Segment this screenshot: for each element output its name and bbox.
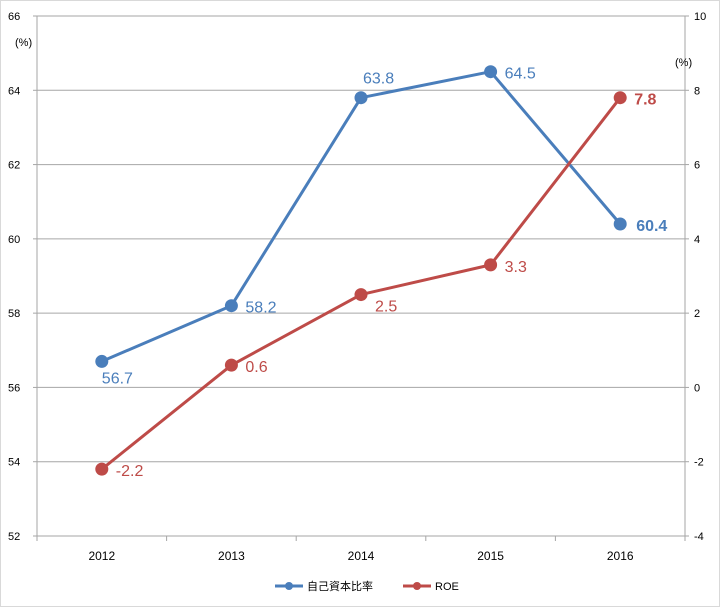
left-tick-label: 60 [8,234,20,246]
data-label: 63.8 [363,71,394,88]
gridlines [37,15,685,537]
left-tick-label: 52 [8,531,20,543]
series-line [100,96,622,471]
legend: 自己資本比率 ROE [275,579,459,593]
data-point [613,91,627,105]
data-label: 58.2 [245,300,276,317]
x-tick-label: 2012 [88,549,115,563]
legend-item-roe: ROE [403,581,459,593]
x-tick-label: 2015 [477,549,504,563]
data-label: 56.7 [102,370,133,387]
data-label: 3.3 [505,259,527,276]
data-point [95,354,109,368]
data-point [224,299,238,313]
data-label: -2.2 [116,463,144,480]
x-tick-label: 2013 [218,549,245,563]
legend-swatch-marker [413,582,421,590]
left-tick-label: 54 [8,457,20,469]
left-tick-label: 56 [8,382,20,394]
series-roe: -2.2 0.6 2.5 3.3 7.8 [95,91,657,480]
right-tick-label: -2 [694,457,704,469]
right-tick-label: -4 [694,531,704,543]
legend-swatch-marker [285,582,293,590]
data-label: 60.4 [636,218,667,235]
left-tick-label: 64 [8,85,20,97]
data-point [95,462,109,476]
data-point [484,65,498,79]
left-tick-label: 66 [8,11,20,23]
right-tick-label: 8 [694,85,700,97]
axes: 52 54 56 58 60 62 64 66 -4 -2 0 2 4 6 8 10 2012 2013 2014 2… [8,11,706,563]
legend-item-equity-ratio: 自己資本比率 [275,579,373,593]
x-tick-label: 2016 [607,549,634,563]
data-label: 7.8 [634,92,656,109]
right-axis-unit: (%) [675,57,692,69]
data-point [484,258,498,272]
data-label: 64.5 [505,66,536,83]
data-point [354,91,368,105]
series-layer: 56.7 58.2 63.8 64.5 60.4 -2.2 0.6 2.5 3.3 7.8 [95,65,667,480]
legend-label: 自己資本比率 [307,579,373,593]
data-label: 0.6 [245,359,267,376]
right-tick-label: 0 [694,382,700,394]
series-line [101,70,622,363]
data-label: 2.5 [375,299,397,316]
series-equity-ratio: 56.7 58.2 63.8 64.5 60.4 [95,65,667,387]
data-point [224,358,238,372]
left-tick-label: 62 [8,160,20,172]
right-tick-label: 2 [694,308,700,320]
data-point [613,217,627,231]
right-tick-label: 4 [694,234,700,246]
data-point [354,288,368,302]
left-axis-unit: (%) [15,37,32,49]
legend-label: ROE [435,581,459,593]
x-tick-label: 2014 [348,549,375,563]
right-tick-label: 10 [694,11,706,23]
right-tick-label: 6 [694,160,700,172]
left-tick-label: 58 [8,308,20,320]
